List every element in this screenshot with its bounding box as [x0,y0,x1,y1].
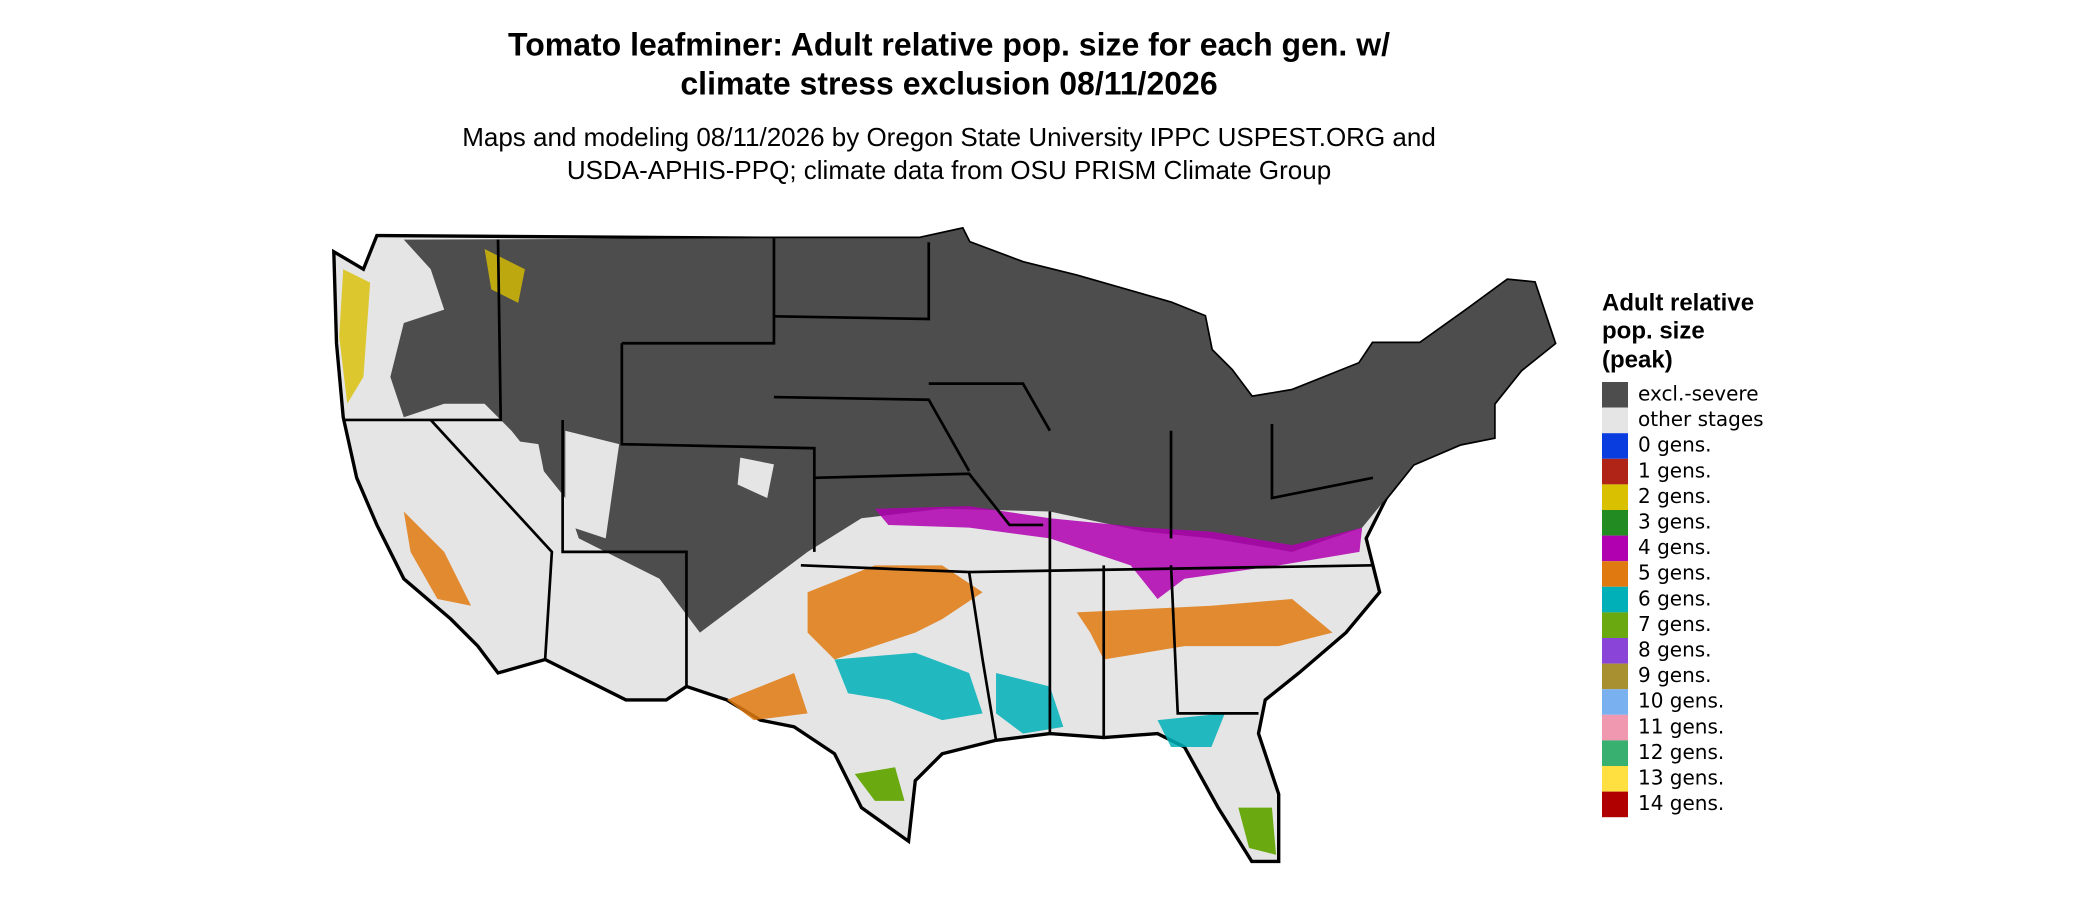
legend-swatch [1602,740,1628,766]
legend-title: (peak) [1602,346,1673,373]
legend-swatch [1602,484,1628,510]
title: climate stress exclusion 08/11/2026 [680,65,1217,101]
legend-swatch [1602,510,1628,536]
legend-label: excl.-severe [1638,382,1759,406]
orange-band [403,511,1333,721]
legend: Adult relative pop. size (peak) excl.-se… [1602,289,1764,818]
subtitle: Maps and modeling 08/11/2026 by Oregon S… [462,122,1436,152]
legend-label: 12 gens. [1638,740,1724,764]
legend-swatch [1602,663,1628,690]
yellow-patch [339,249,525,404]
subtitle: USDA-APHIS-PPQ; climate data from OSU PR… [567,155,1331,185]
legend-label: 3 gens. [1638,510,1712,534]
title: Tomato leafminer: Adult relative pop. si… [508,26,1390,62]
legend-label: 7 gens. [1638,612,1712,636]
legend-label: 14 gens. [1638,791,1724,815]
legend-swatch [1602,407,1628,434]
green-patch [854,767,1277,855]
legend-title: Adult relative [1602,289,1754,316]
legend-swatch [1602,535,1628,562]
legend-label: 6 gens. [1638,586,1712,610]
legend-label: 5 gens. [1638,561,1712,585]
legend-label: 4 gens. [1638,535,1712,559]
legend-label: 0 gens. [1638,433,1712,457]
legend-swatch [1602,612,1628,638]
legend-swatch [1602,689,1628,715]
light-patch [444,430,774,539]
us-map [332,226,1557,864]
magenta-band [874,506,1363,599]
legend-label: 10 gens. [1638,689,1724,713]
legend-label: 8 gens. [1638,638,1712,662]
excluded-area [390,228,1555,633]
legend-label: 13 gens. [1638,766,1724,790]
legend-swatch [1602,766,1628,792]
legend-swatch [1602,638,1628,664]
legend-swatch [1602,714,1628,741]
legend-title: pop. size [1602,317,1705,344]
legend-swatch [1602,586,1628,613]
legend-label: other stages [1638,407,1764,431]
legend-label: 11 gens. [1638,714,1724,738]
legend-label: 1 gens. [1638,458,1712,482]
legend-label: 9 gens. [1638,663,1712,687]
legend-swatch [1602,791,1628,818]
legend-swatch [1602,433,1628,459]
cyan-band [834,652,1225,748]
legend-swatch [1602,561,1628,587]
legend-swatch [1602,382,1628,408]
legend-swatch [1602,458,1628,485]
legend-label: 2 gens. [1638,484,1712,508]
state-borders [343,238,1374,741]
